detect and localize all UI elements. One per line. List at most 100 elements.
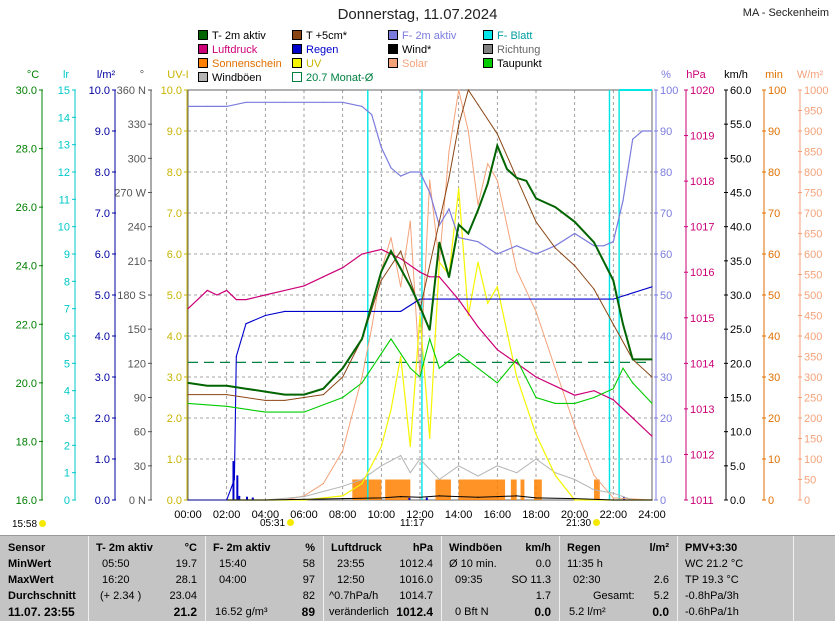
solar-axis-tick: 150	[804, 434, 822, 446]
series-point	[187, 382, 189, 384]
series-point	[574, 265, 576, 267]
series-point	[216, 294, 218, 296]
series-point	[593, 474, 595, 476]
sunset-icon	[593, 519, 601, 526]
series-point	[342, 101, 344, 103]
min-axis-tick: 40	[768, 331, 780, 343]
rain-axis-tick: 7.0	[95, 208, 110, 220]
solar-axis-tick: 500	[804, 290, 822, 302]
dir-axis-tick: 90	[134, 393, 146, 405]
series-regen	[187, 286, 653, 501]
series-point	[438, 276, 440, 278]
solar-axis-tick: 50	[804, 475, 816, 487]
series-point	[409, 446, 411, 448]
lr-axis-tick: 14	[58, 112, 70, 124]
series-point	[554, 472, 556, 474]
stats-pmv-windchill: WC 21.2 °C	[685, 558, 744, 570]
min-axis-tick: 90	[768, 126, 780, 138]
series-point	[400, 355, 402, 358]
min-axis-tick: 50	[768, 290, 780, 302]
stats-t2m-max-time: 16:20	[102, 574, 130, 586]
series-point	[342, 376, 344, 378]
series-point	[400, 352, 402, 355]
series-point	[593, 489, 595, 491]
stats-pmv-header: PMV+3:30	[685, 542, 738, 554]
series-point	[264, 314, 266, 317]
current-time-label: 15:58	[12, 519, 47, 530]
press-axis-tick: 1019	[690, 131, 714, 143]
series-point	[535, 396, 537, 399]
sunshine-bar	[385, 479, 411, 500]
series-point	[322, 101, 324, 103]
series-point	[409, 367, 411, 369]
min-axis-tick: 0	[768, 495, 774, 507]
series-point	[187, 308, 189, 310]
series-point	[438, 478, 440, 481]
series-point	[438, 221, 440, 223]
series-point	[380, 270, 382, 273]
uv-axis-tick: 2.0	[167, 413, 182, 425]
series-point	[342, 267, 344, 269]
solar-axis-tick: 750	[804, 188, 822, 200]
series-point	[516, 358, 518, 361]
series-point	[380, 465, 382, 467]
stats-rain-max-time: 02:30	[573, 574, 601, 586]
stats-t2m-min-value: 19.7	[175, 558, 197, 570]
sunrise-label: 05:31	[260, 518, 295, 529]
series-point	[303, 396, 305, 399]
hum-axis-tick: 10	[660, 454, 672, 466]
series-point	[361, 478, 363, 481]
rain-axis-tick: 6.0	[95, 249, 110, 261]
series-point	[612, 497, 614, 499]
series-point	[554, 474, 556, 476]
x-tick-label: 08:00	[329, 509, 357, 521]
series-point	[496, 253, 498, 255]
series-point	[390, 338, 392, 340]
stats-col-rain: Regen l/m² 11:35 h 02:30 2.6 Gesamt: 5.2…	[559, 536, 678, 621]
series-point	[226, 393, 228, 396]
series-point	[496, 349, 498, 351]
stats-t2m-max-value: 28.1	[175, 574, 197, 586]
uv-axis-tick: 7.0	[167, 208, 182, 220]
legend-item-monatsmittel: 20.7 Monat-Ø	[292, 72, 373, 84]
series-point	[574, 402, 576, 404]
dir-axis-tick: 360 N	[117, 85, 146, 97]
x-tick-label: 20:00	[561, 509, 589, 521]
series-point	[467, 314, 469, 317]
stats-press-now: 1012.4	[396, 605, 433, 619]
series-point	[429, 437, 431, 440]
series-point	[361, 483, 363, 485]
stats-press-max-time: 12:50	[337, 574, 365, 586]
series-point	[187, 105, 189, 107]
series-point	[303, 285, 305, 287]
series-point	[322, 276, 324, 278]
series-point	[477, 326, 479, 328]
weather-chart: 00:00 02:00 04:00 06:00 08:00 10:00 12:00 14:00…	[16, 69, 829, 521]
sunshine-bar	[352, 479, 382, 500]
hum-axis-tick: 30	[660, 372, 672, 384]
series-point	[361, 253, 363, 255]
stats-t2m-avg-trend: (+ 2.34 )	[100, 590, 142, 602]
press-axis-tick: 1016	[690, 267, 714, 279]
series-point	[409, 285, 411, 287]
solar-axis-unit: W/m²	[797, 69, 824, 81]
x-tick-label: 18:00	[522, 509, 550, 521]
x-tick-label: 22:00	[600, 509, 628, 521]
series-point	[477, 261, 479, 263]
series-point	[226, 385, 228, 387]
press-axis-tick: 1015	[690, 313, 714, 325]
series-point	[467, 130, 469, 132]
temp-axis-tick: 30.0	[16, 85, 37, 97]
x-tick-label: 00:00	[174, 509, 202, 521]
series-point	[612, 399, 614, 401]
legend-item-fblatt: F- Blatt	[483, 30, 532, 42]
series-point	[264, 294, 266, 296]
series-point	[612, 388, 614, 390]
uv-axis-tick: 4.0	[167, 331, 182, 343]
stats-f2m-max-time: 04:00	[219, 574, 247, 586]
legend-item-uv: UV	[292, 58, 321, 70]
press-axis-tick: 1014	[690, 358, 714, 370]
series-point	[554, 247, 556, 249]
series-point	[448, 276, 450, 279]
uv-axis-tick: 1.0	[167, 454, 182, 466]
